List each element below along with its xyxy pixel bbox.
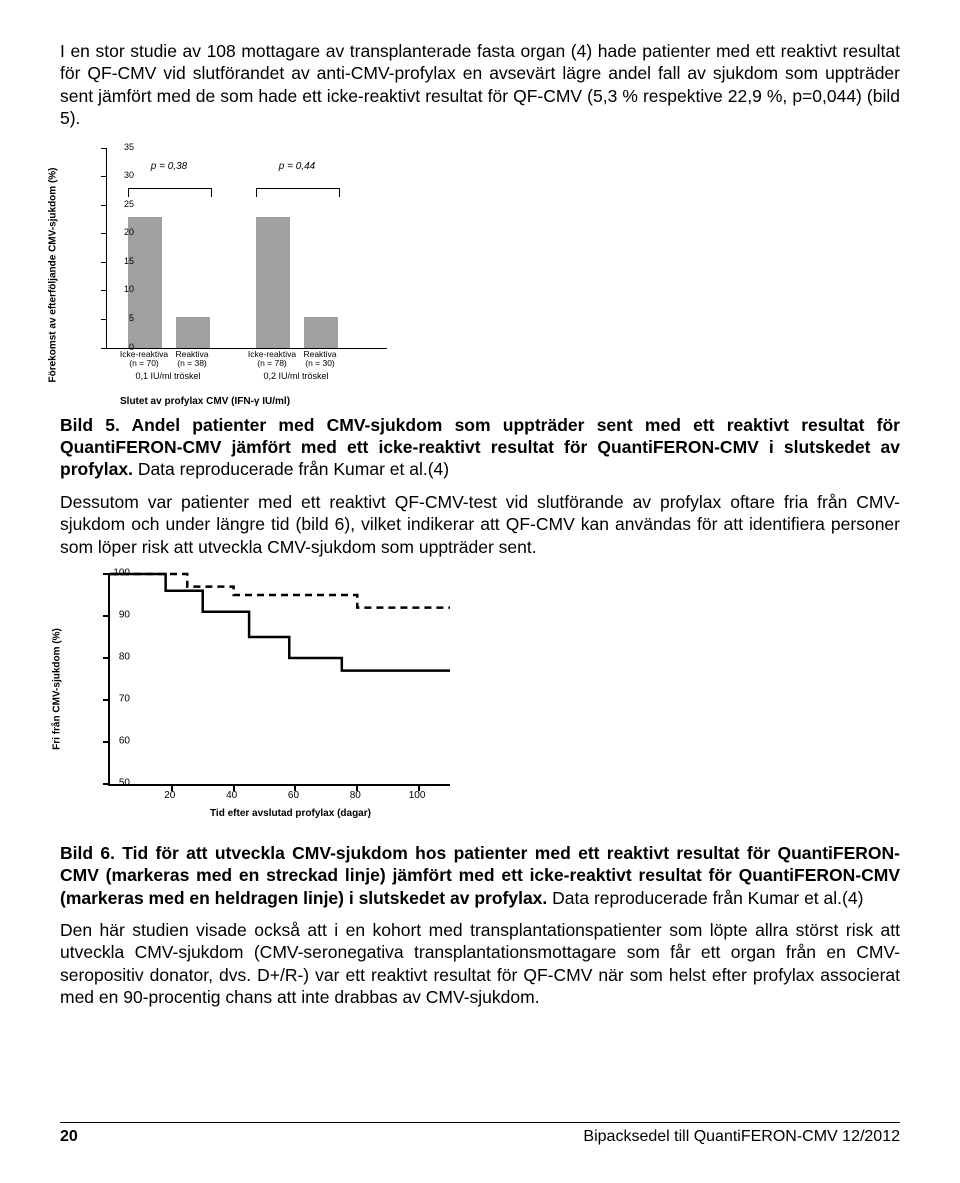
fig5-pvalue: p = 0,38 bbox=[151, 161, 187, 174]
fig6-xtick-label: 100 bbox=[409, 790, 426, 803]
fig5-caption-tail: Data reproducerade från Kumar et al.(4) bbox=[133, 459, 449, 479]
fig5-ytick-label: 25 bbox=[124, 199, 134, 211]
fig5-bracket bbox=[256, 188, 340, 197]
fig5-ytick-label: 0 bbox=[129, 342, 134, 354]
fig5-group-label: 0,2 IU/ml tröskel bbox=[236, 372, 356, 382]
fig5-group-label: 0,1 IU/ml tröskel bbox=[108, 372, 228, 382]
fig5-ytick-label: 5 bbox=[129, 313, 134, 325]
fig5-xtitle: Slutet av profylax CMV (IFN-γ IU/ml) bbox=[120, 396, 290, 409]
footer-right: Bipacksedel till QuantiFERON-CMV 12/2012 bbox=[583, 1127, 900, 1147]
para-1: I en stor studie av 108 mottagare av tra… bbox=[60, 40, 900, 130]
fig6-ytick-label: 70 bbox=[119, 694, 130, 707]
fig6-ytick-label: 100 bbox=[113, 568, 130, 581]
fig6-ytick-label: 80 bbox=[119, 652, 130, 665]
fig6-ytick-label: 60 bbox=[119, 736, 130, 749]
fig6-ylabel: Fri från CMV-sjukdom (%) bbox=[52, 629, 65, 751]
fig6-xtick-label: 40 bbox=[226, 790, 237, 803]
fig5-caption: Bild 5. Andel patienter med CMV-sjukdom … bbox=[60, 414, 900, 481]
fig5-bar bbox=[304, 317, 338, 347]
fig5-bracket bbox=[128, 188, 212, 197]
page-footer: 20 Bipacksedel till QuantiFERON-CMV 12/2… bbox=[60, 1122, 900, 1147]
fig6-dashed-line bbox=[110, 574, 450, 608]
fig6-xtick-label: 60 bbox=[288, 790, 299, 803]
fig6-xtitle: Tid efter avslutad profylax (dagar) bbox=[210, 808, 371, 821]
fig5-bar-label: Reaktiva(n = 30) bbox=[292, 350, 348, 369]
fig5-barchart: Förekomst av efterföljande CMV-sjukdom (… bbox=[60, 140, 420, 410]
fig6-xtick-label: 20 bbox=[164, 790, 175, 803]
fig6-solid-line bbox=[110, 574, 450, 671]
fig5-bar bbox=[256, 217, 290, 348]
fig5-plot: p = 0,38 p = 0,44 bbox=[106, 148, 387, 349]
fig6-ytick-label: 50 bbox=[119, 778, 130, 791]
fig6-chart: Fri från CMV-sjukdom (%) Tid efter avslu… bbox=[60, 568, 480, 838]
fig5-ylabel: Förekomst av efterföljande CMV-sjukdom (… bbox=[48, 167, 61, 382]
fig5-pvalue: p = 0,44 bbox=[279, 161, 315, 174]
fig6-svg bbox=[110, 574, 450, 784]
page-number: 20 bbox=[60, 1127, 78, 1147]
fig6-ytick-label: 90 bbox=[119, 610, 130, 623]
fig5-bar bbox=[176, 317, 210, 347]
fig6-caption: Bild 6. Tid för att utveckla CMV-sjukdom… bbox=[60, 842, 900, 909]
fig6-plot bbox=[108, 574, 450, 786]
fig5-bar-label: Reaktiva(n = 38) bbox=[164, 350, 220, 369]
fig5-ytick-label: 20 bbox=[124, 228, 134, 240]
fig5-ytick-label: 10 bbox=[124, 285, 134, 297]
fig5-ytick-label: 35 bbox=[124, 142, 134, 154]
fig6-xtick-label: 80 bbox=[350, 790, 361, 803]
fig5-ytick-label: 30 bbox=[124, 170, 134, 182]
fig6-caption-tail: Data reproducerade från Kumar et al.(4) bbox=[547, 888, 863, 908]
para-2: Dessutom var patienter med ett reaktivt … bbox=[60, 491, 900, 558]
para-3: Den här studien visade också att i en ko… bbox=[60, 919, 900, 1009]
fig5-ytick-label: 15 bbox=[124, 256, 134, 268]
